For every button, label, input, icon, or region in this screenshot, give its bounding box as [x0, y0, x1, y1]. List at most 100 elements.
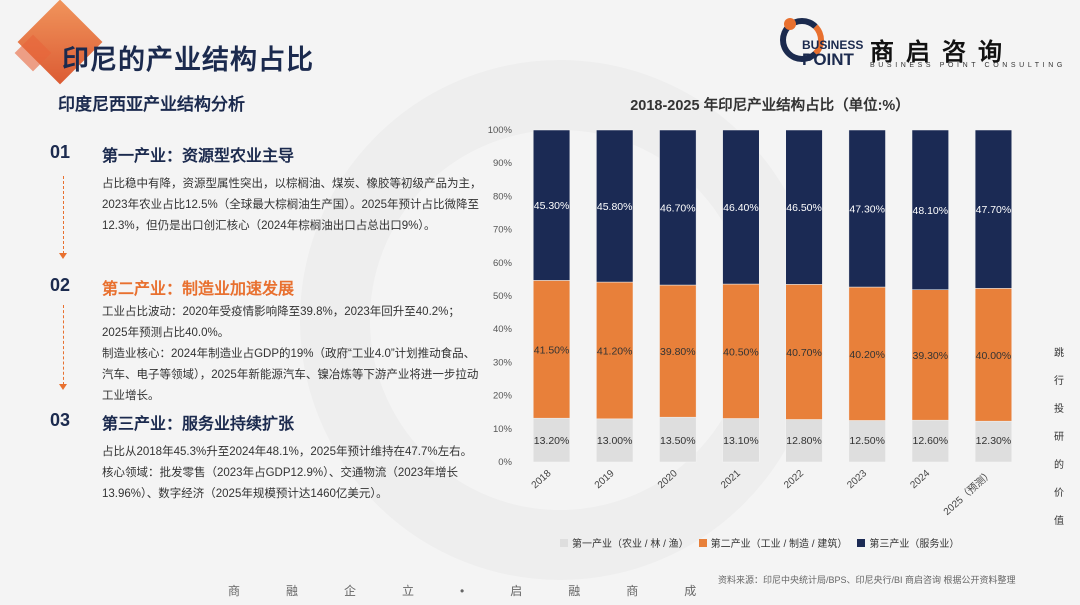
bar-segment: [848, 286, 886, 421]
section-paragraph: 占比从2018年45.3%升至2024年48.1%，2025年预计维持在47.7…: [102, 446, 473, 500]
bar-segment: [659, 416, 697, 463]
data-label: 13.10%: [723, 435, 759, 447]
bar-segment: [974, 420, 1012, 463]
bar-segment: [533, 417, 571, 463]
y-tick-label: 10%: [493, 424, 513, 435]
data-label: 12.80%: [786, 435, 822, 447]
x-tick-label: 2019: [593, 468, 617, 491]
page-title: 印尼的产业结构占比: [62, 45, 314, 75]
data-label: 40.70%: [786, 347, 822, 359]
x-tick-label: 2021: [719, 468, 743, 491]
x-tick-label: 2020: [656, 468, 680, 491]
data-label: 13.20%: [534, 435, 570, 447]
brand-dot-icon: [784, 18, 796, 30]
brand-tagline: BUSINESS POINT CONSULTING: [870, 62, 1066, 69]
bar-segment: [722, 129, 760, 285]
legend-swatch-tertiary: [857, 538, 866, 547]
bar-segment: [974, 288, 1012, 422]
section-tertiary-industry: 03 第三产业：服务业持续扩张 占比从2018年45.3%升至2024年48.1…: [48, 410, 488, 520]
section-paragraph: 工业占比波动：2020年受疫情影响降至39.8%，2023年回升至40.2%；2…: [102, 306, 460, 339]
y-tick-label: 100%: [488, 125, 513, 136]
section-paragraph: 制造业核心：2024年制造业占GDP的19%（政府“工业4.0”计划推动食品、汽…: [102, 348, 479, 402]
bar-segment: [974, 129, 1012, 289]
x-tick-label: 2024: [908, 468, 932, 491]
bar-segment: [659, 284, 697, 418]
section-body: 占比从2018年45.3%升至2024年48.1%，2025年预计维持在47.7…: [102, 442, 482, 505]
bar-segment: [848, 129, 886, 288]
source-note: 资料来源：印尼中央统计局/BPS、印尼央行/BI 商启咨询 根据公开资料整理: [718, 575, 1016, 585]
bar-segment: [911, 419, 949, 463]
bar-segment: [848, 420, 886, 463]
section-body: 工业占比波动：2020年受疫情影响降至39.8%，2023年回升至40.2%；2…: [102, 302, 482, 407]
y-tick-label: 20%: [493, 391, 513, 402]
brand-english-line2: POINT: [802, 50, 854, 69]
section-heading: 第三产业：服务业持续扩张: [102, 416, 295, 433]
section-number: 02: [50, 275, 71, 295]
data-label: 45.30%: [534, 200, 570, 212]
data-label: 13.00%: [597, 435, 633, 447]
y-tick-label: 30%: [493, 357, 513, 368]
bar-segment: [785, 284, 823, 420]
bar-segment: [659, 129, 697, 286]
brand-english-line1: BUSINESS: [802, 38, 864, 52]
bar-segment: [722, 283, 760, 419]
data-label: 41.50%: [534, 344, 570, 356]
data-label: 12.50%: [849, 435, 885, 447]
footer-slogan: 商融企立•启融商成: [228, 584, 743, 598]
legend-label-primary: 第一产业（农业 / 林 / 渔）: [572, 539, 689, 550]
bar-segment: [911, 129, 949, 290]
chart-legend: 第一产业（农业 / 林 / 渔） 第二产业（工业 / 制造 / 建筑） 第三产业…: [560, 535, 959, 550]
section-primary-industry: 01 第一产业：资源型农业主导 占比稳中有降，资源型属性突出，以棕榈油、煤炭、橡…: [48, 142, 488, 262]
section-number: 01: [50, 142, 71, 162]
stacked-bar-chart: 0% 10% 20% 30% 40% 50% 60% 70% 80% 90% 100% 13.20% 4…: [488, 125, 1012, 518]
y-tick-label: 80%: [493, 191, 513, 202]
data-label: 12.60%: [913, 435, 949, 447]
legend-swatch-primary: [560, 538, 568, 547]
brand-logo-icon: [780, 18, 824, 62]
section-secondary-industry: 02 第二产业：制造业加速发展 工业占比波动：2020年受疫情影响降至39.8%…: [48, 275, 488, 405]
data-label: 40.20%: [849, 349, 885, 361]
y-tick-label: 90%: [493, 158, 513, 169]
y-tick-label: 50%: [493, 291, 513, 302]
y-tick-label: 0%: [498, 457, 512, 468]
section-paragraph: 占比稳中有降，资源型属性突出，以棕榈油、煤炭、橡胶等初级产品为主，2023年农业…: [102, 178, 482, 232]
data-label: 48.10%: [913, 205, 949, 217]
x-tick-label: 2018: [530, 468, 554, 491]
data-label: 47.30%: [849, 204, 885, 216]
data-label: 41.20%: [597, 345, 633, 357]
legend-label-tertiary: 第三产业（服务业）: [869, 539, 960, 550]
section-body: 占比稳中有降，资源型属性突出，以棕榈油、煤炭、橡胶等初级产品为主，2023年农业…: [102, 174, 482, 237]
bar-segment: [785, 129, 823, 285]
bar-segment: [596, 129, 634, 283]
section-number: 03: [50, 410, 71, 430]
chart-title: 2018-2025 年印尼产业结构占比（单位:%）: [630, 98, 910, 114]
brand-logo-block: BUSINESS POINT 商启咨询 BUSINESS POINT CONSU…: [780, 18, 1070, 74]
legend-item-secondary: 第二产业（工业 / 制造 / 建筑）: [698, 535, 848, 550]
data-label: 45.80%: [597, 201, 633, 213]
x-tick-label: 2025（预测）: [940, 467, 995, 518]
x-tick-label: 2022: [782, 468, 806, 491]
section-heading: 第二产业：制造业加速发展: [102, 281, 295, 298]
data-label: 13.50%: [660, 435, 696, 447]
x-tick-label: 2023: [845, 468, 869, 491]
bar-segment: [785, 419, 823, 463]
y-tick-label: 60%: [493, 258, 513, 269]
bar-segment: [596, 281, 634, 420]
bar-segment: [911, 289, 949, 421]
data-label: 47.70%: [976, 204, 1012, 216]
legend-item-tertiary: 第三产业（服务业）: [857, 535, 959, 550]
y-tick-label: 40%: [493, 324, 513, 335]
legend-label-secondary: 第二产业（工业 / 制造 / 建筑）: [710, 539, 848, 550]
bar-segment: [533, 280, 571, 419]
page-subtitle: 印度尼西亚产业结构分析: [58, 95, 245, 114]
y-tick-label: 70%: [493, 225, 513, 236]
data-label: 39.30%: [913, 350, 949, 362]
data-label: 46.40%: [723, 202, 759, 214]
data-label: 46.70%: [660, 203, 696, 215]
data-label: 39.80%: [660, 346, 696, 358]
brand-chinese-name: 商启咨询: [870, 39, 1014, 66]
section-heading: 第一产业：资源型农业主导: [102, 148, 295, 165]
timeline-arrow-icon: [59, 384, 67, 390]
legend-item-primary: 第一产业（农业 / 林 / 渔）: [560, 535, 689, 550]
timeline-connector: [63, 305, 64, 385]
